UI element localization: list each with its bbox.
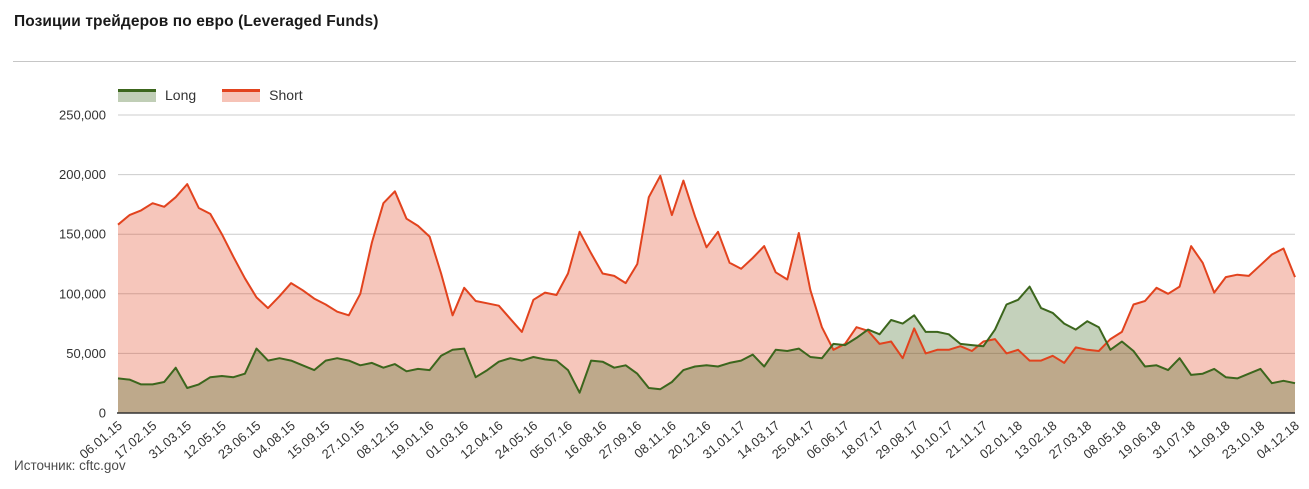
y-axis-tick-label: 150,000	[59, 227, 106, 242]
y-axis-tick-label: 0	[99, 406, 106, 421]
area-short	[118, 175, 1295, 413]
legend-label-long: Long	[165, 87, 197, 103]
legend-label-short: Short	[269, 87, 303, 103]
y-axis-tick-label: 250,000	[59, 108, 106, 123]
legend-swatch-long	[118, 88, 156, 102]
line-short	[117, 174, 1296, 364]
chart-title: Позиции трейдеров по евро (Leveraged Fun…	[14, 13, 379, 30]
legend-swatch-short	[222, 88, 261, 102]
legend-item-short: Short	[222, 87, 303, 103]
divider	[13, 61, 1296, 62]
line-long	[117, 285, 1296, 394]
y-axis-tick-label: 100,000	[59, 286, 106, 301]
y-axis-tick-label: 200,000	[59, 167, 106, 182]
source-note: Источник: cftc.gov	[14, 458, 126, 473]
chart-legend: Long Short	[118, 87, 303, 103]
legend-item-long: Long	[118, 87, 196, 103]
y-axis-tick-label: 50,000	[66, 346, 106, 361]
